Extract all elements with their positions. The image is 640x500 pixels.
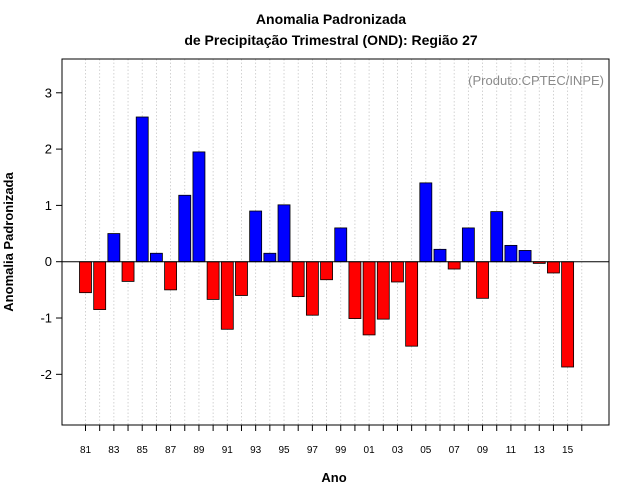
- bar-86: [149, 252, 163, 263]
- bar-09: [476, 261, 489, 299]
- x-tick-label: 85: [137, 445, 149, 456]
- x-tick-label: 87: [165, 445, 177, 456]
- bar-99: [334, 227, 348, 263]
- x-tick-label: 13: [534, 445, 546, 456]
- x-axis: 81 83 85 87 89 91 93 95 97 99 01 03 05 07 09 11 13 15: [80, 425, 583, 456]
- bar-07: [447, 261, 461, 270]
- x-axis-label: Ano: [321, 470, 346, 485]
- x-tick-label: 99: [335, 445, 347, 456]
- x-tick-label: 01: [364, 445, 376, 456]
- x-tick-label: 05: [420, 445, 432, 456]
- y-tick-label: 0: [45, 254, 52, 269]
- y-tick-label: 1: [45, 198, 52, 213]
- grid-lines: [85, 59, 583, 425]
- bar-14: [547, 261, 560, 274]
- bar-93: [249, 210, 263, 263]
- source-note: (Produto:CPTEC/INPE): [468, 73, 604, 88]
- bar-81: [79, 261, 92, 294]
- bar-01: [362, 261, 376, 336]
- bar-12: [518, 250, 532, 263]
- bar-91: [220, 261, 234, 330]
- bar-84: [121, 261, 135, 282]
- bar-10: [490, 211, 504, 263]
- bar-89: [192, 151, 206, 263]
- y-tick-label: 3: [45, 85, 52, 100]
- x-tick-label: 03: [392, 445, 404, 456]
- bar-94: [263, 252, 277, 263]
- bar-05: [419, 182, 433, 263]
- y-tick-label: 2: [45, 142, 52, 157]
- x-tick-label: 11: [506, 445, 517, 456]
- bar-85: [135, 116, 149, 263]
- bar-90: [206, 261, 220, 300]
- y-tick-label: -1: [40, 311, 52, 326]
- x-tick-label: 15: [562, 445, 574, 456]
- bar-87: [164, 261, 177, 291]
- bar-03: [391, 261, 404, 283]
- y-tick-label: -2: [40, 367, 52, 382]
- y-axis: -2 -1 0 1 2 3: [40, 85, 62, 382]
- x-tick-label: 97: [307, 445, 319, 456]
- bar-95: [277, 204, 291, 263]
- x-tick-label: 83: [108, 445, 120, 456]
- x-tick-label: 09: [477, 445, 489, 456]
- bar-00: [348, 261, 362, 319]
- bar-04: [405, 261, 419, 347]
- bar-06: [433, 248, 447, 263]
- plot-area-frame: [61, 58, 610, 426]
- x-tick-label: 81: [80, 445, 92, 456]
- x-tick-label: 93: [250, 445, 262, 456]
- bar-08: [461, 227, 475, 263]
- bar-92: [235, 261, 248, 296]
- bar-15: [561, 261, 575, 368]
- bar-02: [376, 261, 390, 320]
- bar-83: [107, 233, 121, 263]
- chart-subtitle: de Precipitação Trimestral (OND): Região…: [184, 32, 478, 48]
- bar-96: [291, 261, 305, 298]
- x-tick-label: 89: [193, 445, 205, 456]
- x-tick-label: 95: [278, 445, 290, 456]
- bar-88: [178, 194, 192, 263]
- bar-82: [93, 261, 107, 310]
- x-tick-label: 07: [449, 445, 461, 456]
- x-tick-label: 91: [222, 445, 234, 456]
- bar-98: [320, 261, 333, 281]
- bar-97: [305, 261, 319, 316]
- y-axis-label: Anomalia Padronizada: [1, 172, 16, 312]
- bars: [79, 116, 575, 368]
- bar-11: [504, 244, 518, 263]
- chart-title: Anomalia Padronizada: [256, 11, 406, 27]
